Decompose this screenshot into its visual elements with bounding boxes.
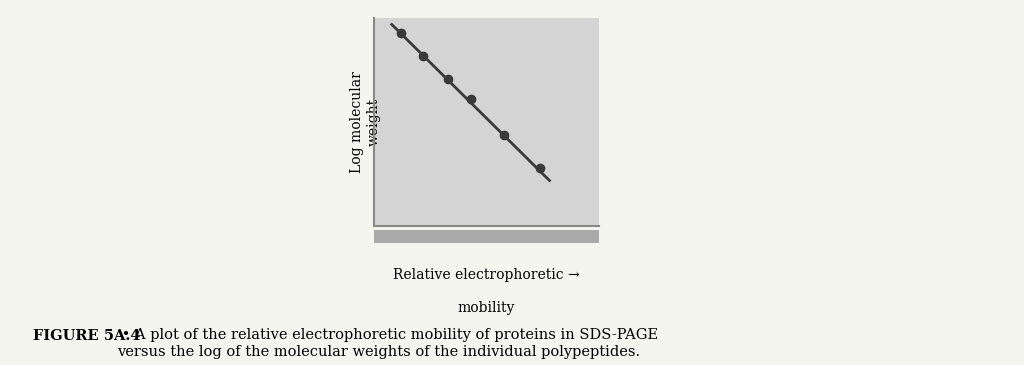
Point — [532, 165, 549, 171]
Point — [415, 53, 431, 59]
Text: Relative electrophoretic →: Relative electrophoretic → — [393, 268, 580, 282]
Text: FIGURE 5A.4: FIGURE 5A.4 — [33, 328, 140, 342]
Point — [440, 76, 457, 81]
Point — [392, 30, 409, 36]
Text: • A plot of the relative electrophoretic mobility of proteins in SDS-PAGE
versus: • A plot of the relative electrophoretic… — [117, 328, 657, 359]
Point — [497, 132, 513, 138]
Text: mobility: mobility — [458, 301, 515, 315]
Y-axis label: Log molecular
weight: Log molecular weight — [350, 71, 381, 173]
Bar — [374, 230, 599, 243]
Point — [463, 96, 479, 102]
